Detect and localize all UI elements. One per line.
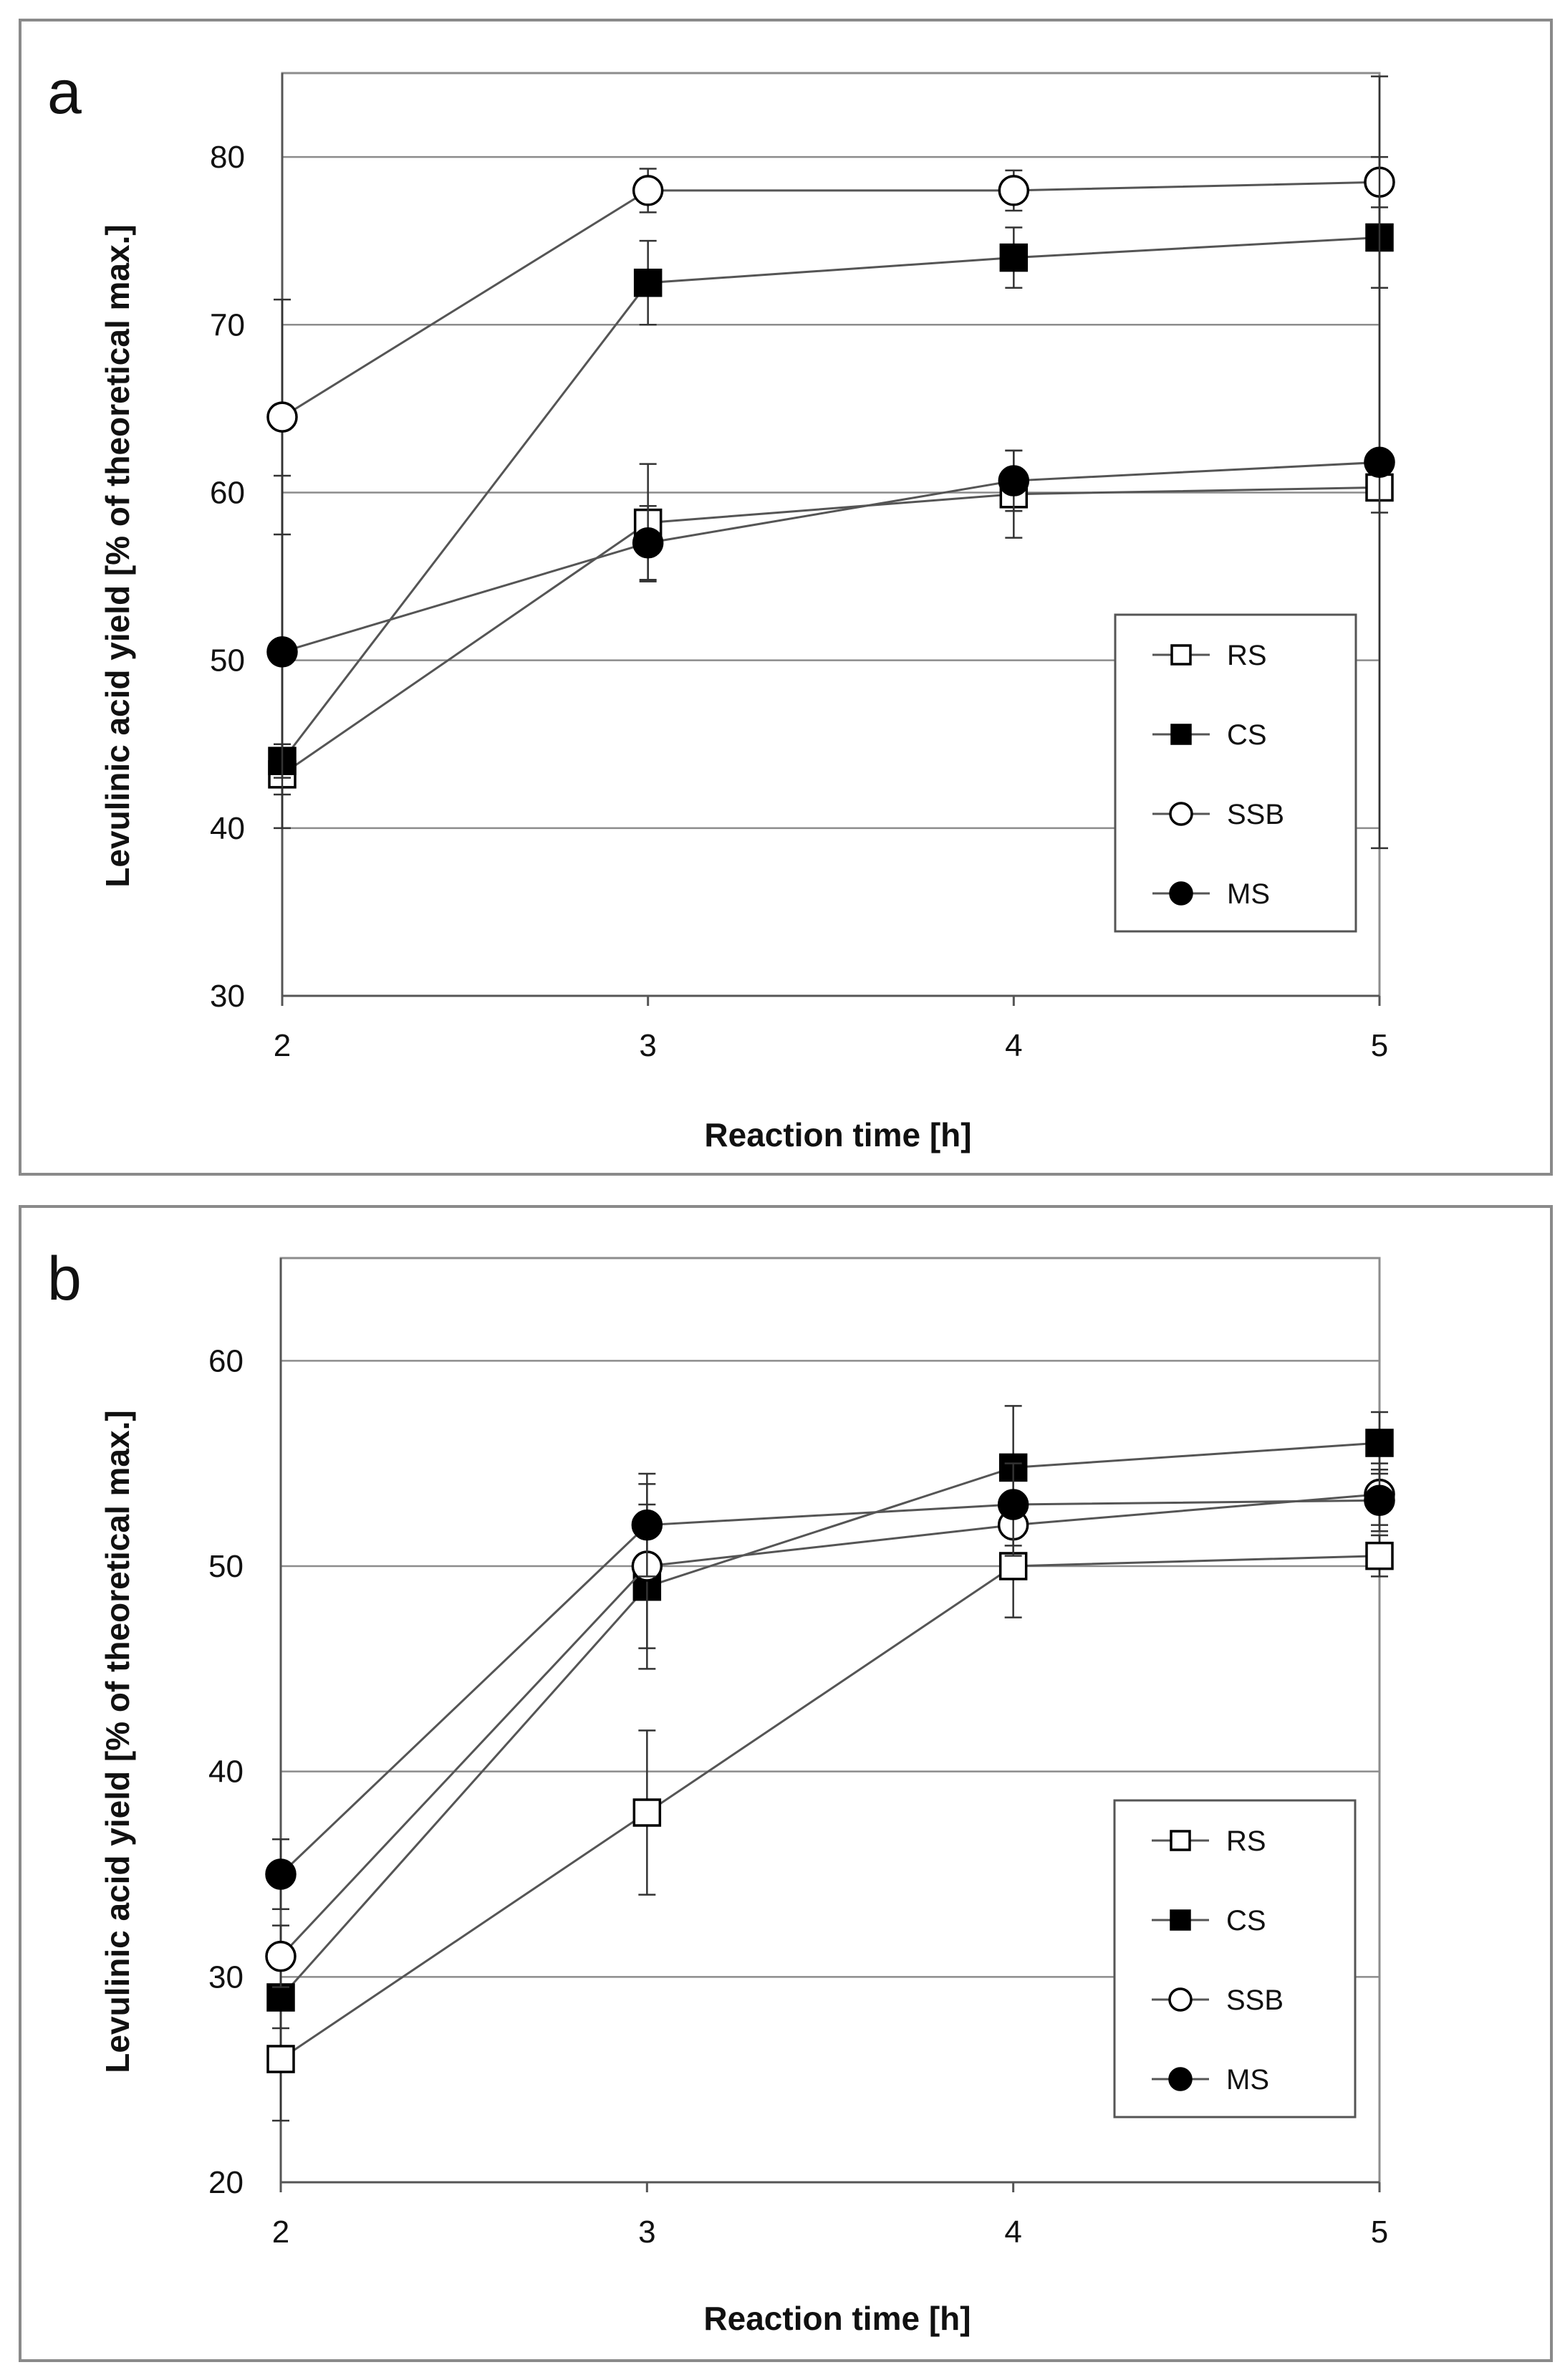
series-rs <box>266 1514 1394 2122</box>
chart-a: 30 40 50 60 70 80 2 3 4 5 Reaction time [h] Levulin… <box>99 72 1395 1153</box>
x-tick-label-3: 3 <box>638 2215 655 2250</box>
y-tick-label-50: 50 <box>210 643 245 678</box>
x-tick-label-5: 5 <box>1371 1028 1388 1063</box>
legend-marker-ms <box>1168 2067 1193 2091</box>
y-tick-label-80: 80 <box>210 140 245 175</box>
y-tick-label-20: 20 <box>208 2165 244 2200</box>
chart-panel-a: a 30 40 50 60 70 80 2 3 4 5 Reaction time [h] Levul… <box>19 19 1553 1176</box>
data-point-ssb-3 <box>632 175 664 206</box>
legend-item-ms: MS <box>1152 878 1270 910</box>
legend-item-rs: RS <box>1152 640 1267 671</box>
y-tick-label-60: 60 <box>208 1343 244 1378</box>
series-ms <box>266 75 1395 850</box>
legend-label-ms: MS <box>1227 878 1270 910</box>
legend-label-rs: RS <box>1227 640 1267 671</box>
data-point-ms-3 <box>631 1509 663 1541</box>
y-axis-title: Levulinic acid yield [% of theoretical m… <box>99 224 136 887</box>
x-axis-title: Reaction time [h] <box>703 2300 971 2337</box>
x-tick-label-4: 4 <box>1004 2215 1021 2250</box>
x-tick-label-2: 2 <box>272 2215 289 2250</box>
chart-panel-b: b 20 30 40 50 60 2 3 4 5 Reaction time [h] Levulin… <box>19 1205 1553 2362</box>
series-line-ssb <box>281 181 1380 418</box>
y-axis-title: Levulinic acid yield [% of theoretical m… <box>99 1410 136 2073</box>
legend-label-ssb: SSB <box>1226 1985 1284 2016</box>
legend-box <box>1113 1799 1357 2119</box>
legend-label-cs: CS <box>1226 1905 1266 1937</box>
legend-label-ms: MS <box>1226 2064 1269 2096</box>
legend-marker-cs <box>1170 724 1192 745</box>
x-tick-label-5: 5 <box>1371 2215 1388 2250</box>
data-point-ms-3 <box>632 527 664 559</box>
data-point-ms-4 <box>997 1489 1029 1520</box>
y-tick-label-30: 30 <box>210 979 245 1014</box>
data-point-rs-5 <box>1365 1541 1394 1570</box>
legend: RS CS SSB MS <box>1114 613 1357 933</box>
legend-label-cs: CS <box>1227 719 1267 751</box>
legend-label-ssb: SSB <box>1227 799 1284 830</box>
legend: RS CS SSB MS <box>1113 1799 1357 2119</box>
panel-label-a: a <box>47 58 82 127</box>
data-point-cs-3 <box>633 268 663 297</box>
data-point-ssb-2 <box>266 401 298 433</box>
legend-box <box>1114 613 1357 933</box>
series-ssb <box>266 155 1395 536</box>
data-point-rs-4 <box>998 1552 1028 1580</box>
chart-b: 20 30 40 50 60 2 3 4 5 Reaction time [h] Levulinic… <box>99 1257 1395 2337</box>
y-tick-label-60: 60 <box>210 475 245 510</box>
data-point-rs-3 <box>632 1798 662 1827</box>
y-tick-label-40: 40 <box>208 1755 244 1790</box>
data-point-cs-2 <box>266 1983 295 2012</box>
legend-marker-rs <box>1170 1830 1191 1851</box>
series-line-rs <box>281 486 1380 776</box>
legend-item-cs: CS <box>1152 719 1267 751</box>
legend-marker-ms <box>1169 881 1193 906</box>
series-line-cs <box>279 1441 1380 1998</box>
gridlines <box>281 1360 1379 1978</box>
data-point-ms-5 <box>1364 1484 1395 1517</box>
legend-item-ms: MS <box>1152 2064 1269 2096</box>
legend-marker-ssb <box>1169 802 1193 826</box>
legend-marker-cs <box>1170 1909 1191 1931</box>
x-tick-label-2: 2 <box>274 1028 291 1063</box>
legend-item-ssb: SSB <box>1152 1985 1284 2016</box>
panel-label-b: b <box>47 1244 82 1313</box>
series-line-ms <box>279 1499 1380 1876</box>
data-point-rs-2 <box>266 2045 295 2073</box>
series-line-ssb <box>279 1493 1380 1957</box>
legend-label-rs: RS <box>1226 1825 1266 1857</box>
y-tick-label-30: 30 <box>208 1959 244 1995</box>
series-line-cs <box>281 236 1380 762</box>
data-point-ms-5 <box>1364 446 1395 479</box>
y-tick-label-50: 50 <box>208 1549 244 1584</box>
series-line-rs <box>280 1555 1380 2060</box>
data-point-ms-2 <box>266 636 298 668</box>
data-point-cs-5 <box>1365 1429 1394 1457</box>
data-point-ssb-4 <box>998 175 1030 206</box>
data-point-cs-4 <box>999 243 1029 272</box>
series-ms <box>265 1462 1395 1910</box>
legend-item-ssb: SSB <box>1152 799 1284 830</box>
data-point-ms-2 <box>265 1858 297 1890</box>
data-point-ssb-2 <box>265 1940 297 1972</box>
legend-marker-ssb <box>1168 1987 1193 2012</box>
data-point-ms-4 <box>998 465 1030 496</box>
x-tick-label-4: 4 <box>1005 1028 1022 1063</box>
legend-item-rs: RS <box>1152 1825 1266 1857</box>
legend-item-cs: CS <box>1152 1905 1266 1937</box>
legend-marker-rs <box>1170 644 1192 666</box>
y-tick-label-70: 70 <box>210 307 245 342</box>
x-tick-label-3: 3 <box>639 1028 656 1063</box>
series-line-ms <box>281 461 1380 653</box>
x-axis-title: Reaction time [h] <box>704 1116 971 1153</box>
y-tick-label-40: 40 <box>210 811 245 846</box>
